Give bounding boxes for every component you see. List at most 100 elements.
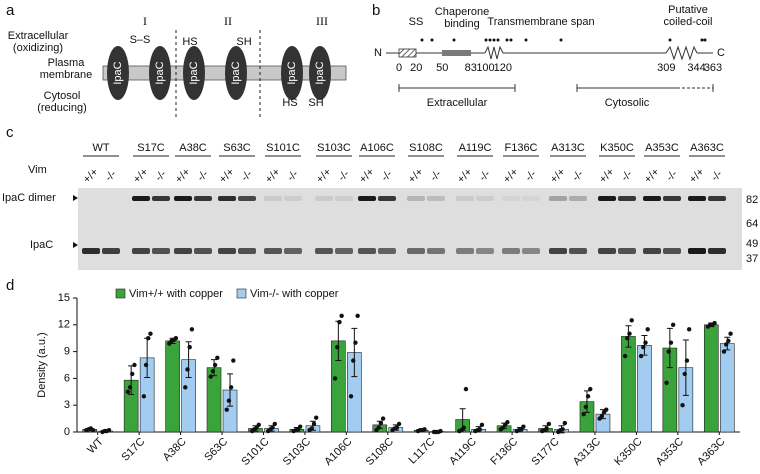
- x-tick-label: S108C: [364, 436, 396, 468]
- bar: [621, 336, 636, 433]
- lane-label: S17C: [137, 142, 165, 154]
- data-point: [726, 338, 731, 344]
- residue-label: 0: [396, 62, 402, 74]
- data-point: [664, 380, 669, 386]
- data-point: [396, 421, 402, 427]
- ipac-protein: [281, 46, 303, 100]
- data-point: [143, 362, 149, 368]
- band: [132, 196, 150, 201]
- residue-label: 344: [687, 62, 705, 74]
- data-point: [627, 331, 632, 336]
- data-point: [141, 394, 147, 399]
- data-point: [353, 340, 358, 345]
- band: [427, 248, 445, 254]
- data-point: [335, 344, 340, 350]
- band: [174, 248, 192, 254]
- bar: [703, 324, 719, 433]
- signal-sequence: [398, 48, 417, 58]
- arrow: [73, 242, 78, 248]
- data-point: [680, 403, 685, 408]
- bar: [165, 340, 180, 433]
- state-label: II: [224, 14, 232, 28]
- data-point: [721, 349, 727, 354]
- data-point: [215, 355, 220, 361]
- disulfide: S–S: [130, 34, 151, 46]
- data-point: [348, 394, 354, 399]
- legend-swatch: [115, 288, 126, 299]
- genotype-label: -/-: [570, 168, 586, 184]
- data-point: [666, 349, 671, 354]
- residue-label: 120: [494, 62, 512, 74]
- genotype-label: -/-: [664, 168, 680, 184]
- marker-label: 49: [746, 238, 758, 250]
- ipac-protein: [183, 46, 205, 100]
- y-tick-label: 12: [58, 319, 70, 331]
- lane-label: A106C: [360, 142, 394, 154]
- data-point: [645, 327, 650, 332]
- band: [358, 196, 376, 201]
- panel-label: a: [6, 2, 15, 19]
- region-label: membrane: [40, 69, 93, 81]
- band: [643, 248, 661, 254]
- lane-label: WT: [92, 142, 109, 154]
- band: [264, 196, 282, 201]
- band: [598, 248, 616, 254]
- band: [378, 196, 396, 201]
- error-bar: [682, 339, 689, 396]
- c-terminus: C: [717, 47, 725, 59]
- data-point: [231, 358, 236, 363]
- band: [152, 248, 170, 254]
- residue-label: 20: [410, 62, 422, 74]
- x-tick-label: A38C: [161, 436, 189, 464]
- genotype-label: +/+: [81, 166, 101, 186]
- band: [502, 196, 520, 201]
- region-label: (reducing): [37, 102, 87, 114]
- genotype-label: -/-: [195, 168, 211, 184]
- band: [132, 248, 150, 254]
- band: [549, 196, 567, 201]
- band: [522, 248, 540, 254]
- y-tick-label: 9: [64, 346, 70, 358]
- data-point: [187, 344, 192, 350]
- state-label: I: [143, 14, 147, 28]
- cysteine-sites: [420, 38, 707, 42]
- data-point: [643, 340, 648, 345]
- gel: [78, 188, 742, 270]
- band: [618, 248, 636, 254]
- data-point: [189, 327, 195, 332]
- data-point: [686, 327, 692, 332]
- data-point: [599, 413, 605, 419]
- genotype-label: -/-: [153, 168, 169, 184]
- protein-label: IpaC: [286, 61, 298, 84]
- data-point: [355, 313, 360, 319]
- data-point: [505, 419, 510, 425]
- x-tick-label: S63C: [202, 436, 230, 464]
- protein-label: IpaC: [154, 61, 166, 84]
- protein-label: IpaC: [112, 61, 124, 84]
- data-point: [712, 320, 717, 326]
- band-label: IpaC dimer: [2, 192, 56, 204]
- data-point: [210, 369, 216, 374]
- y-tick-label: 0: [64, 426, 70, 438]
- band: [335, 196, 353, 201]
- x-tick-label: S101C: [239, 436, 271, 468]
- data-point: [477, 427, 482, 432]
- data-point: [127, 385, 133, 390]
- x-tick-label: L117C: [407, 436, 438, 467]
- band: [663, 248, 681, 254]
- legend-label: Vim+/+ with copper: [129, 288, 223, 300]
- band: [502, 248, 520, 254]
- data-point: [228, 385, 234, 390]
- band: [194, 248, 212, 254]
- genotype-label: +/+: [642, 166, 662, 186]
- state-label: III: [316, 14, 328, 28]
- data-point: [629, 318, 634, 323]
- band: [264, 248, 282, 254]
- x-tick-label: F136C: [488, 436, 520, 468]
- lane-label: A119C: [459, 142, 492, 154]
- band: [315, 196, 333, 201]
- data-point: [298, 424, 303, 429]
- region-label: Extracellular: [8, 30, 69, 42]
- band: [407, 196, 425, 201]
